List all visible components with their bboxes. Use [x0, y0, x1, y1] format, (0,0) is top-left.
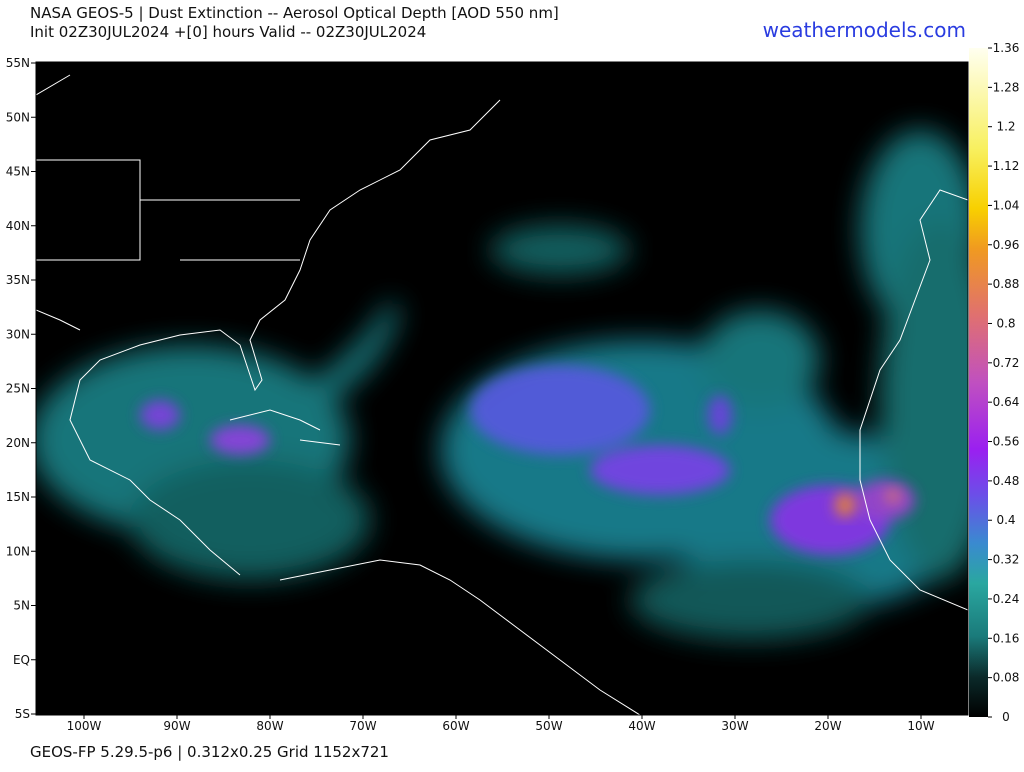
dust-purple	[140, 365, 915, 555]
colorbar-label: 0.8	[996, 316, 1015, 330]
lon-label: 80W	[256, 719, 283, 733]
colorbar-label: 0.96	[993, 238, 1020, 252]
lat-label: 50N	[6, 110, 30, 124]
lon-label: 50W	[535, 719, 562, 733]
lon-label: 70W	[349, 719, 376, 733]
lat-label: 55N	[6, 56, 30, 70]
footer: GEOS-FP 5.29.5-p6 | 0.312x0.25 Grid 1152…	[30, 743, 389, 761]
lon-label: 10W	[907, 719, 934, 733]
colorbar-label: 0.24	[993, 592, 1020, 606]
colorbar-label: 0.64	[993, 395, 1020, 409]
colorbar-label: 1.28	[993, 80, 1020, 94]
colorbar-label: 0	[1002, 710, 1010, 724]
lat-label: 30N	[6, 327, 30, 341]
colorbar-label: 0.48	[993, 474, 1020, 488]
lat-label: 20N	[6, 436, 30, 450]
lon-label: 100W	[67, 719, 102, 733]
lat-label: 40N	[6, 219, 30, 233]
colorbar-label: 1.04	[993, 198, 1020, 212]
colorbar-label: 1.36	[993, 41, 1020, 55]
lat-label: 35N	[6, 273, 30, 287]
lat-label: EQ	[13, 653, 30, 667]
colorbar-label: 0.08	[993, 671, 1020, 685]
colorbar-label: 0.32	[993, 553, 1020, 567]
lon-label: 20W	[814, 719, 841, 733]
lat-label: 15N	[6, 490, 30, 504]
lat-label: 10N	[6, 544, 30, 558]
subtitle: Init 02Z30JUL2024 +[0] hours Valid -- 02…	[30, 23, 426, 41]
colorbar-label: 0.4	[996, 513, 1015, 527]
colorbar-label: 0.88	[993, 277, 1020, 291]
dust-teal	[36, 130, 968, 640]
title: NASA GEOS-5 | Dust Extinction -- Aerosol…	[30, 4, 559, 22]
coastlines	[36, 74, 968, 715]
lon-label: 30W	[721, 719, 748, 733]
colorbar-label: 0.56	[993, 435, 1020, 449]
colorbar-label: 0.16	[993, 631, 1020, 645]
lon-label: 40W	[628, 719, 655, 733]
lat-label: 5S	[15, 707, 30, 721]
site-link[interactable]: weathermodels.com	[763, 18, 966, 42]
colorbar-label: 1.12	[993, 159, 1020, 173]
map	[36, 62, 968, 715]
lat-label: 25N	[6, 382, 30, 396]
lat-label: 45N	[6, 165, 30, 179]
lon-label: 90W	[163, 719, 190, 733]
lon-label: 60W	[442, 719, 469, 733]
dust-core	[835, 490, 900, 517]
colorbar	[969, 48, 988, 717]
colorbar-label: 1.2	[996, 120, 1015, 134]
lat-label: 5N	[13, 599, 30, 613]
colorbar-label: 0.72	[993, 356, 1020, 370]
